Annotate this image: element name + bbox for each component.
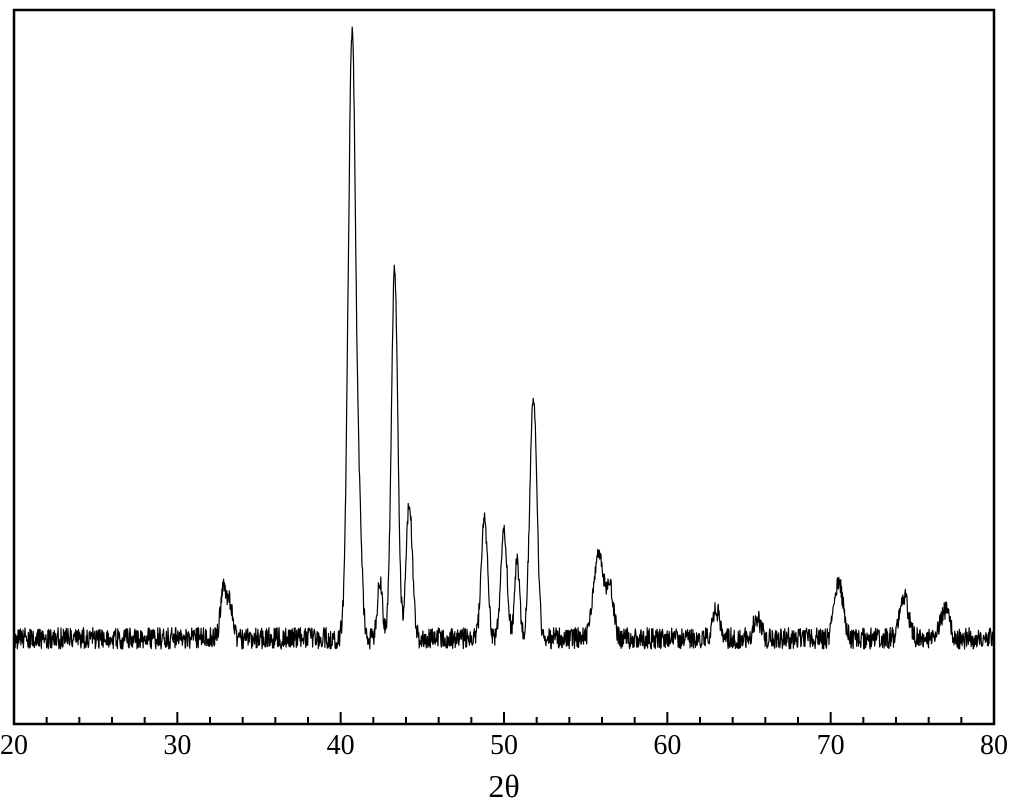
x-tick-label: 40 — [327, 730, 355, 762]
x-tick-label: 30 — [163, 730, 191, 762]
xrd-plot-svg — [0, 0, 1009, 812]
x-tick-label: 50 — [490, 730, 518, 762]
xrd-figure: 20 30 40 50 60 70 80 2θ — [0, 0, 1009, 812]
x-tick-label: 80 — [980, 730, 1008, 762]
xrd-trace — [14, 27, 994, 649]
x-tick-label: 20 — [0, 730, 28, 762]
x-axis-label: 2θ — [488, 768, 519, 805]
x-tick-label: 70 — [817, 730, 845, 762]
x-tick-label: 60 — [653, 730, 681, 762]
